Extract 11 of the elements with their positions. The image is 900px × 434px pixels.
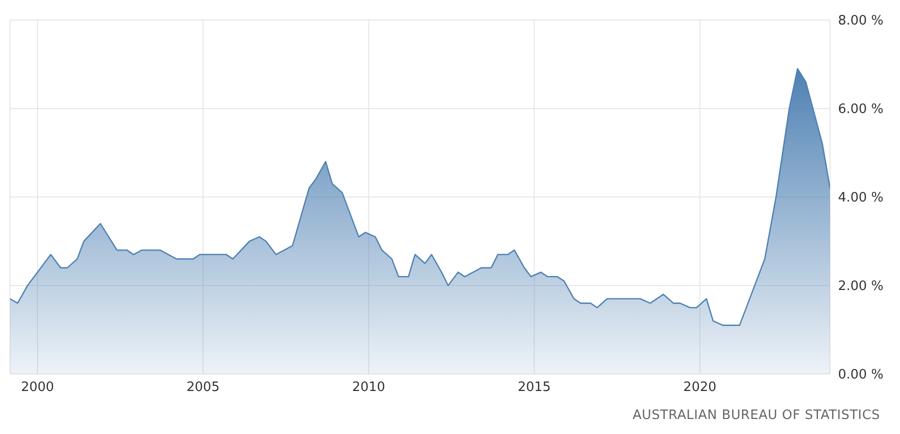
y-tick-label: 4.00 %: [838, 190, 884, 206]
x-tick-label: 2000: [20, 380, 54, 396]
x-tick-label: 2010: [352, 380, 386, 396]
text: AUSTRALIAN BUREAU OF STATISTICS: [632, 408, 881, 423]
x-tick-label: 2005: [186, 380, 220, 396]
y-tick-label: 8.00 %: [838, 14, 884, 29]
x-tick-label: 2015: [518, 380, 551, 396]
y-tick-label: 6.00 %: [838, 102, 884, 118]
x-tick-label: 2020: [683, 380, 716, 396]
y-tick-label: 2.00 %: [838, 279, 884, 294]
y-tick-label: 0.00 %: [838, 368, 884, 383]
